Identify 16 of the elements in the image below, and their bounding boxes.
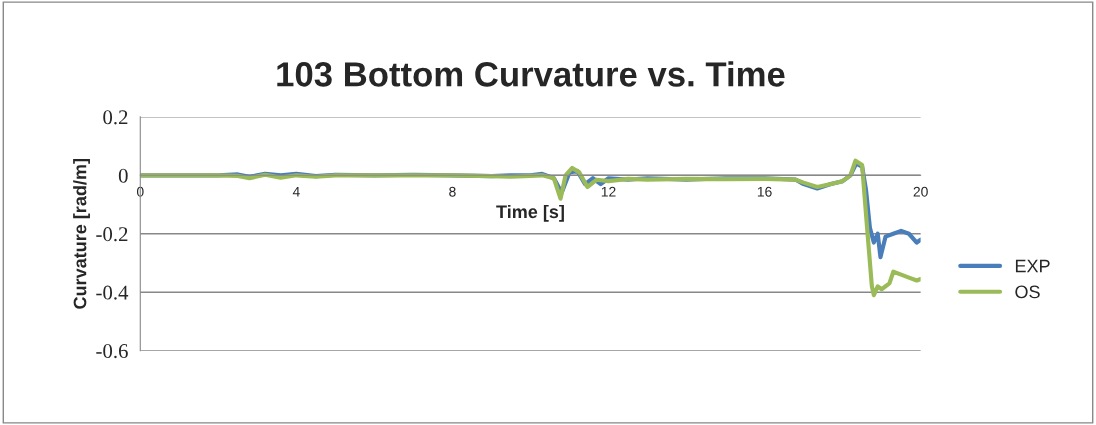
y-tick-label: -0.2 (96, 227, 128, 242)
legend-label: EXP (1015, 259, 1050, 273)
y-tick-label: -0.6 (96, 344, 128, 359)
x-axis-title: Time [s] (496, 204, 564, 222)
x-tick-label: 4 (292, 186, 300, 197)
x-tick-label: 8 (449, 186, 456, 197)
y-tick-label: -0.4 (96, 285, 129, 300)
x-tick-label: 0 (136, 186, 144, 197)
y-tick-label: 0 (118, 168, 128, 183)
legend-label: OS (1015, 285, 1040, 299)
y-tick-label: 0.2 (103, 110, 128, 125)
x-tick-label: 12 (601, 186, 616, 197)
x-tick-label: 20 (913, 186, 928, 197)
y-axis-title: Curvature [rad/m] (73, 159, 90, 309)
x-tick-label: 16 (757, 186, 772, 197)
chart-title: 103 Bottom Curvature vs. Time (277, 61, 785, 87)
